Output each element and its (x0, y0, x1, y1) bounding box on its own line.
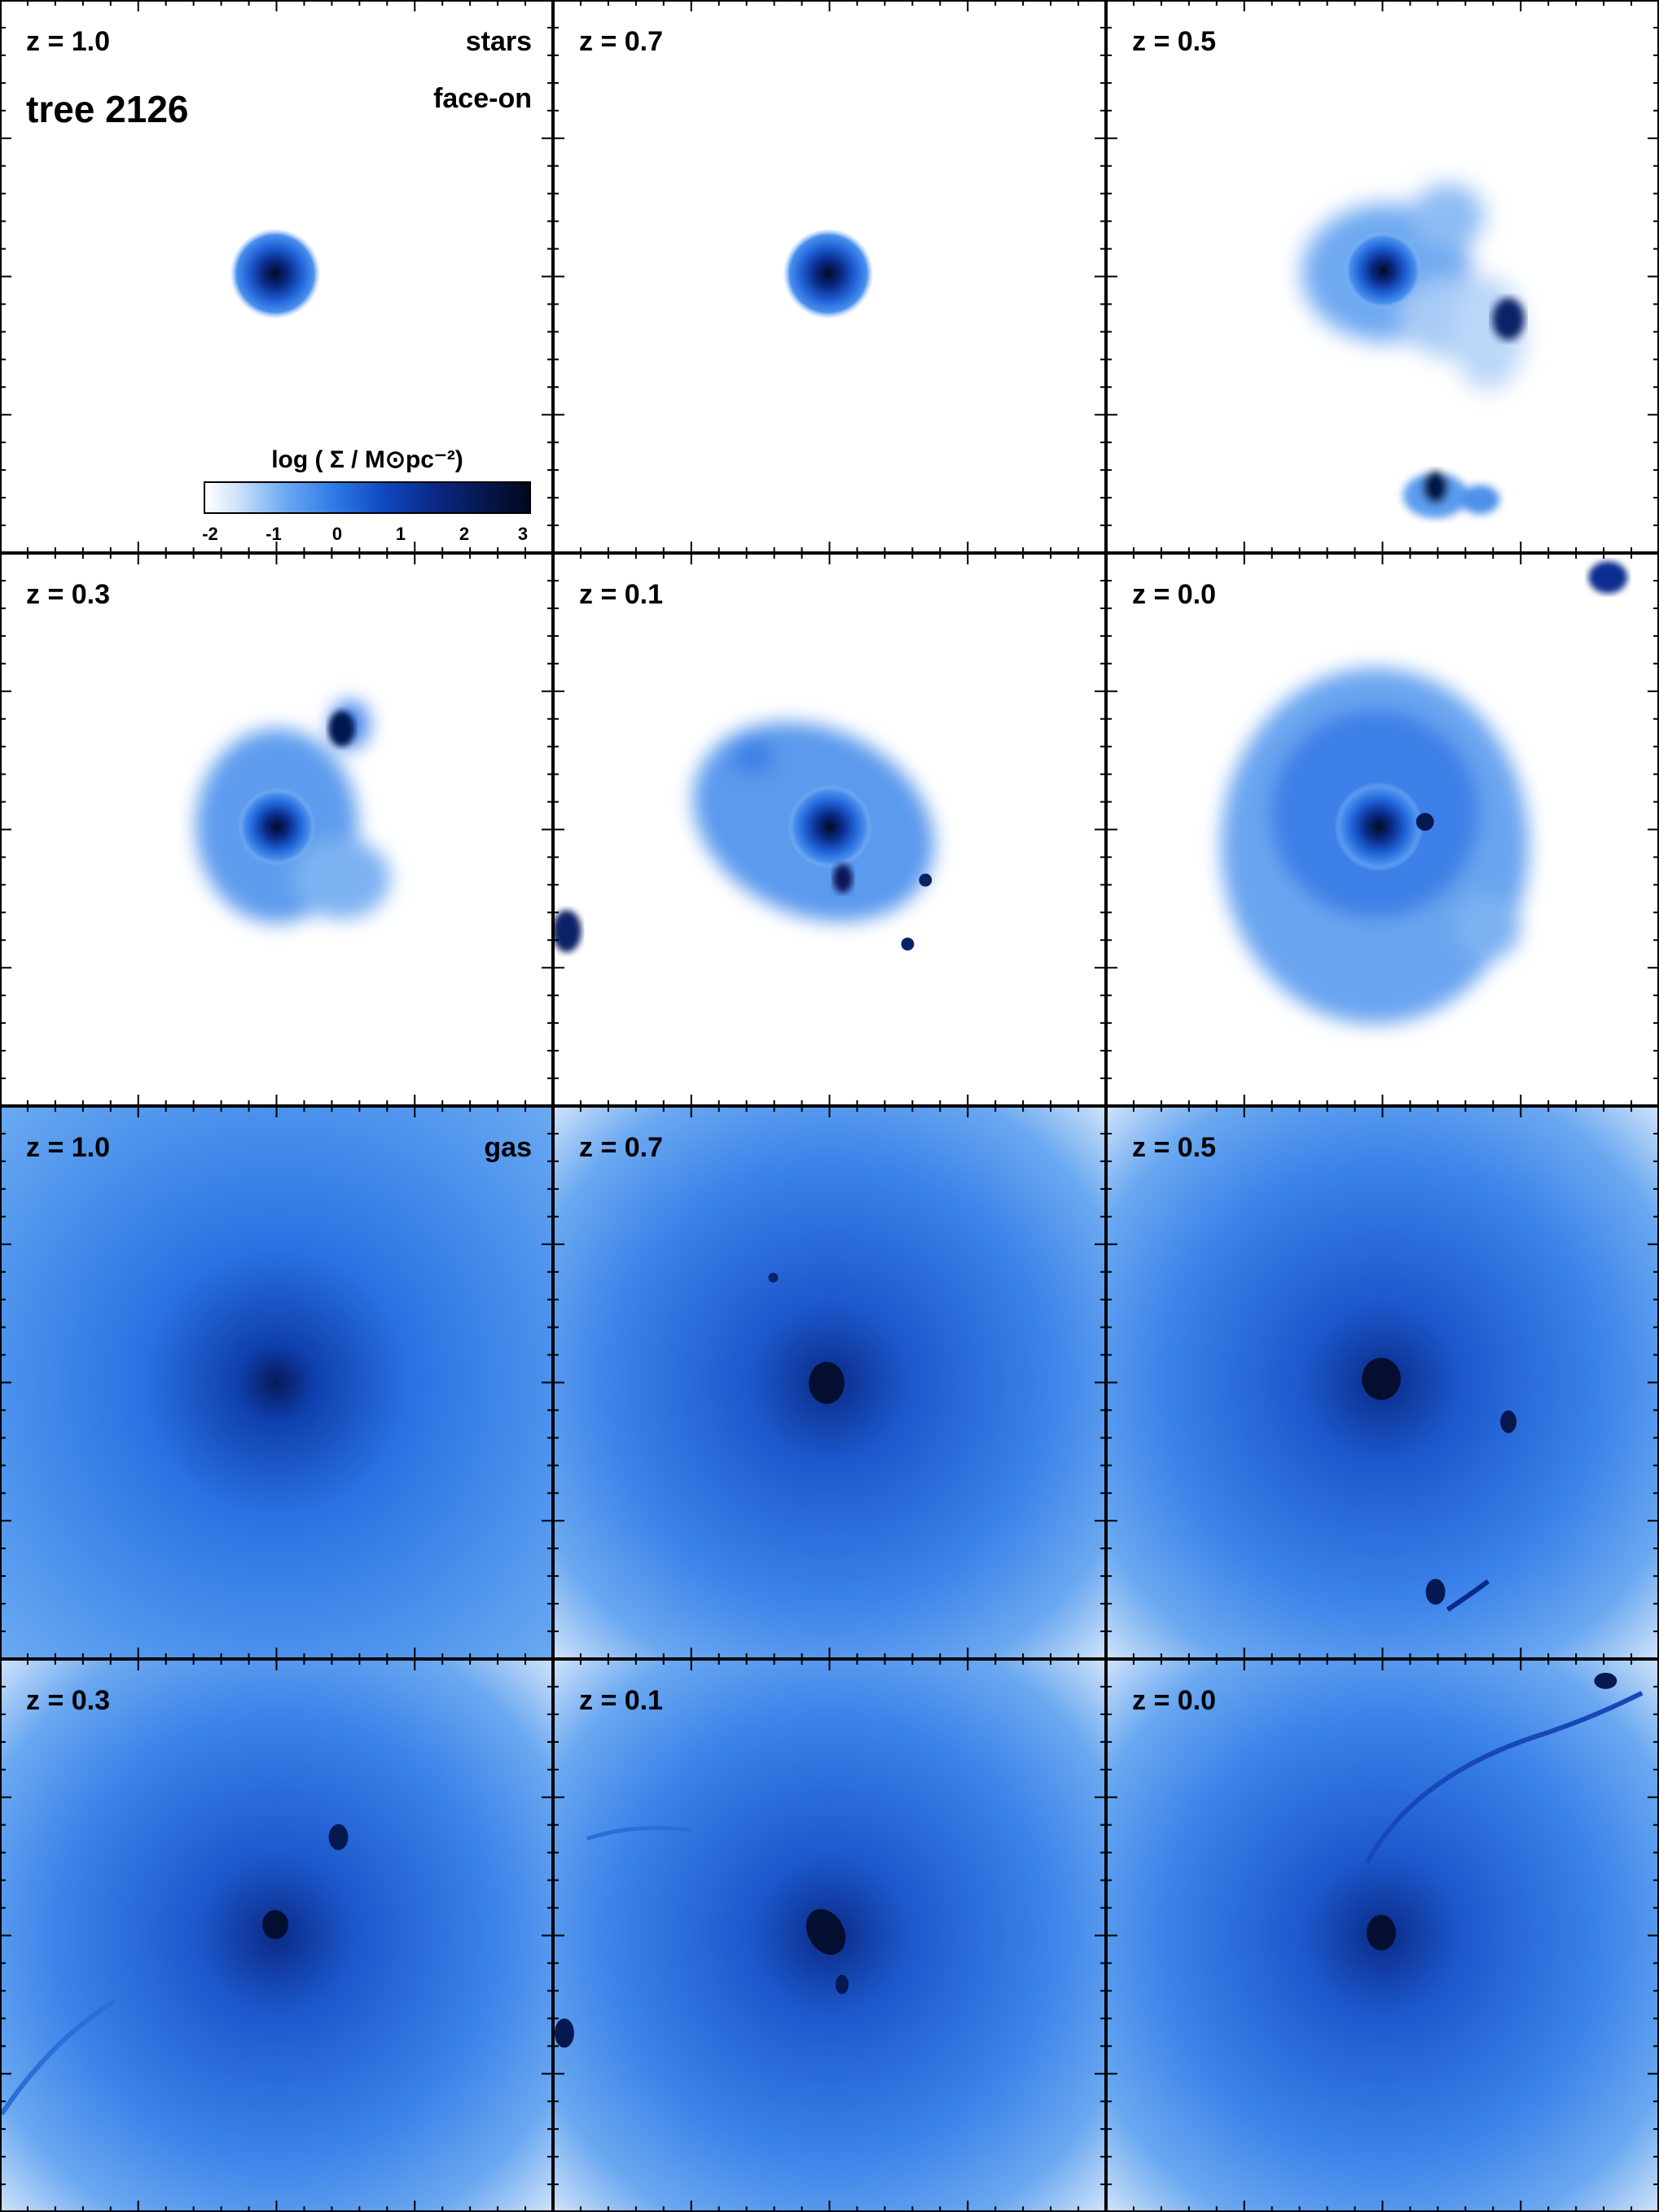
panel-stars-z0.1: z = 0.1 (553, 553, 1106, 1106)
satellite-blob (328, 710, 355, 747)
panel-stars-z0.7: z = 0.7 (553, 0, 1106, 553)
galaxy-blob (1344, 231, 1422, 309)
galaxy-blob (1334, 782, 1424, 871)
panel-gas-z1.0: z = 1.0 gas (0, 1106, 553, 1659)
gas-map (2, 1661, 551, 2210)
satellite-blob (919, 873, 933, 887)
gas-core (1367, 1915, 1396, 1951)
gas-core (262, 1910, 288, 1939)
gas-filament (586, 1825, 693, 1841)
gas-map (555, 1108, 1104, 1657)
panel-gas-z0.7: z = 0.7 (553, 1106, 1106, 1659)
colorbar: log ( Σ / M⊙pc⁻²) -2 -1 0 1 2 3 (202, 445, 533, 547)
galaxy-blob (788, 784, 872, 869)
panel-stars-z1.0: z = 1.0 stars face-on tree 2126 log ( Σ … (0, 0, 553, 553)
colorbar-title: log ( Σ / M⊙pc⁻²) (271, 446, 463, 473)
satellite-blob (1415, 813, 1434, 831)
panel-gas-z0.3: z = 0.3 (0, 1659, 553, 2212)
gas-filament (2, 1998, 116, 2116)
redshift-label: z = 0.3 (26, 579, 111, 610)
galaxy-blob (238, 788, 316, 866)
colorbar-gradient (204, 481, 531, 514)
gas-clump (1425, 1578, 1446, 1605)
gas-filament (1364, 1691, 1644, 1864)
gas-map (2, 1108, 551, 1657)
gas-core (1362, 1358, 1401, 1400)
redshift-label: z = 0.5 (1132, 26, 1217, 57)
panel-gas-z0.0: z = 0.0 (1106, 1659, 1659, 2212)
gas-clump (1594, 1672, 1617, 1689)
redshift-label: z = 0.1 (579, 579, 664, 610)
redshift-label: z = 0.1 (579, 1685, 664, 1716)
redshift-label: z = 0.7 (579, 26, 664, 57)
panel-gas-z0.1: z = 0.1 (553, 1659, 1106, 2212)
colorbar-tick: 1 (395, 524, 406, 544)
panel-stars-z0.5: z = 0.5 (1106, 0, 1659, 553)
tree-label: tree 2126 (26, 88, 189, 130)
gas-clump (768, 1272, 779, 1283)
stars-map (1301, 183, 1525, 519)
component-label: gas (484, 1132, 532, 1163)
gas-density-field (2, 1108, 551, 1657)
colorbar-tick: 2 (459, 524, 470, 544)
component-label: stars (465, 26, 532, 57)
galaxy-blob (783, 228, 874, 319)
stars-map (230, 228, 321, 319)
stars-map (783, 228, 874, 319)
redshift-label: z = 0.7 (579, 1132, 664, 1163)
satellite-blob (1588, 560, 1628, 594)
panel-gas-z0.5: z = 0.5 (1106, 1106, 1659, 1659)
gas-core (809, 1362, 845, 1404)
stars-map (195, 700, 391, 924)
redshift-label: z = 0.0 (1132, 1685, 1217, 1716)
gas-clump (328, 1824, 349, 1850)
satellite-blob (832, 863, 853, 893)
colorbar-tick: -1 (266, 524, 282, 544)
redshift-label: z = 0.5 (1132, 1132, 1217, 1163)
colorbar-tick: -2 (202, 524, 218, 544)
gas-filament (1446, 1579, 1490, 1612)
gas-map (555, 1661, 1104, 2210)
panel-stars-z0.3: z = 0.3 (0, 553, 553, 1106)
gas-map (1108, 1661, 1657, 2210)
gas-core (805, 1908, 846, 1955)
redshift-label: z = 1.0 (26, 26, 111, 57)
colorbar-tick: 0 (331, 524, 343, 544)
redshift-label: z = 0.3 (26, 1685, 111, 1716)
redshift-label: z = 0.0 (1132, 579, 1217, 610)
gas-map (1108, 1108, 1657, 1657)
gas-clump (555, 2018, 574, 2048)
satellite-pair (1402, 471, 1500, 519)
galaxy-blob (230, 228, 321, 319)
panel-stars-z0.0: z = 0.0 (1106, 553, 1659, 1106)
colorbar-tick: 3 (517, 524, 529, 544)
redshift-label: z = 1.0 (26, 1132, 111, 1163)
stars-map (555, 722, 934, 953)
satellite-blob (1492, 297, 1525, 340)
projection-label: face-on (433, 83, 532, 114)
satellite-blob (555, 910, 582, 953)
satellite-blob (901, 937, 915, 951)
gas-clump (835, 1974, 849, 1995)
gas-clump (1500, 1410, 1517, 1433)
stars-map (1221, 560, 1628, 1025)
